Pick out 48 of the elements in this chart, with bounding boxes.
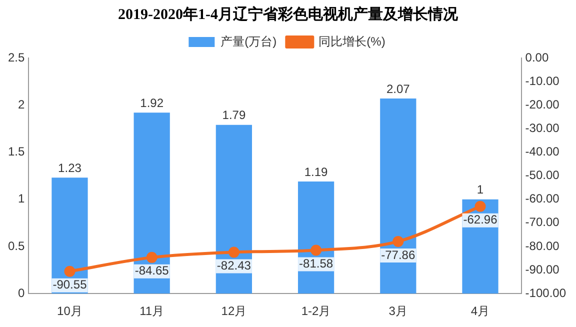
data-label: 1 [476, 182, 484, 197]
point [146, 252, 158, 263]
data-label: 1.19 [304, 164, 328, 179]
y2-tick-label: -70.00 [525, 215, 560, 230]
y2-tick-label: -100.00 [525, 286, 566, 300]
point [310, 244, 322, 256]
bar [380, 98, 416, 294]
x-tick-label: 12月 [221, 304, 247, 318]
data-label: -82.43 [216, 258, 252, 273]
data-label: -62.96 [463, 212, 498, 227]
y2-tick-label: -30.00 [525, 120, 560, 135]
point [474, 200, 486, 212]
y2-tick-label: -40.00 [525, 144, 560, 159]
point [64, 266, 76, 277]
y-tick-label: 1.5 [8, 144, 25, 159]
x-tick-label: 1-2月 [301, 304, 331, 318]
legend-label: 产量(万台) [220, 34, 277, 48]
y2-tick-label: -60.00 [525, 192, 560, 206]
data-label: -81.58 [299, 256, 334, 271]
bar [216, 124, 252, 294]
data-label: -84.65 [134, 264, 170, 278]
data-label: -77.86 [381, 248, 416, 262]
legend-label: 同比增长(%) [318, 34, 386, 48]
y2-tick-label: -90.00 [525, 262, 560, 276]
data-label: 1.23 [58, 160, 82, 175]
data-label: 2.07 [386, 82, 410, 96]
x-tick-label: 4月 [470, 304, 490, 318]
y2-tick-label: -20.00 [525, 97, 560, 112]
y-tick-label: 1 [18, 192, 25, 206]
point [392, 236, 404, 247]
y2-tick-label: 0.00 [525, 50, 549, 64]
bar [52, 178, 88, 294]
y-tick-label: 0.5 [8, 238, 25, 253]
y2-tick-label: -10.00 [525, 74, 560, 88]
x-tick-label: 10月 [57, 304, 82, 318]
data-label: 1.92 [140, 96, 164, 110]
x-tick-label: 3月 [388, 304, 408, 318]
x-tick-label: 11月 [140, 304, 164, 318]
chart-title: 2019-2020年1-4月辽宁省彩色电视机产量及增长情况 [117, 5, 459, 25]
bar [134, 112, 170, 294]
y2-tick-label: -50.00 [525, 168, 560, 182]
y-tick-label: 2.5 [8, 50, 25, 64]
data-label: -90.55 [52, 278, 88, 292]
point [228, 246, 240, 258]
y-tick-label: 2 [18, 97, 25, 112]
data-label: 1.79 [222, 108, 246, 122]
y2-tick-label: -80.00 [525, 238, 560, 253]
y-tick-label: 0 [18, 286, 25, 300]
